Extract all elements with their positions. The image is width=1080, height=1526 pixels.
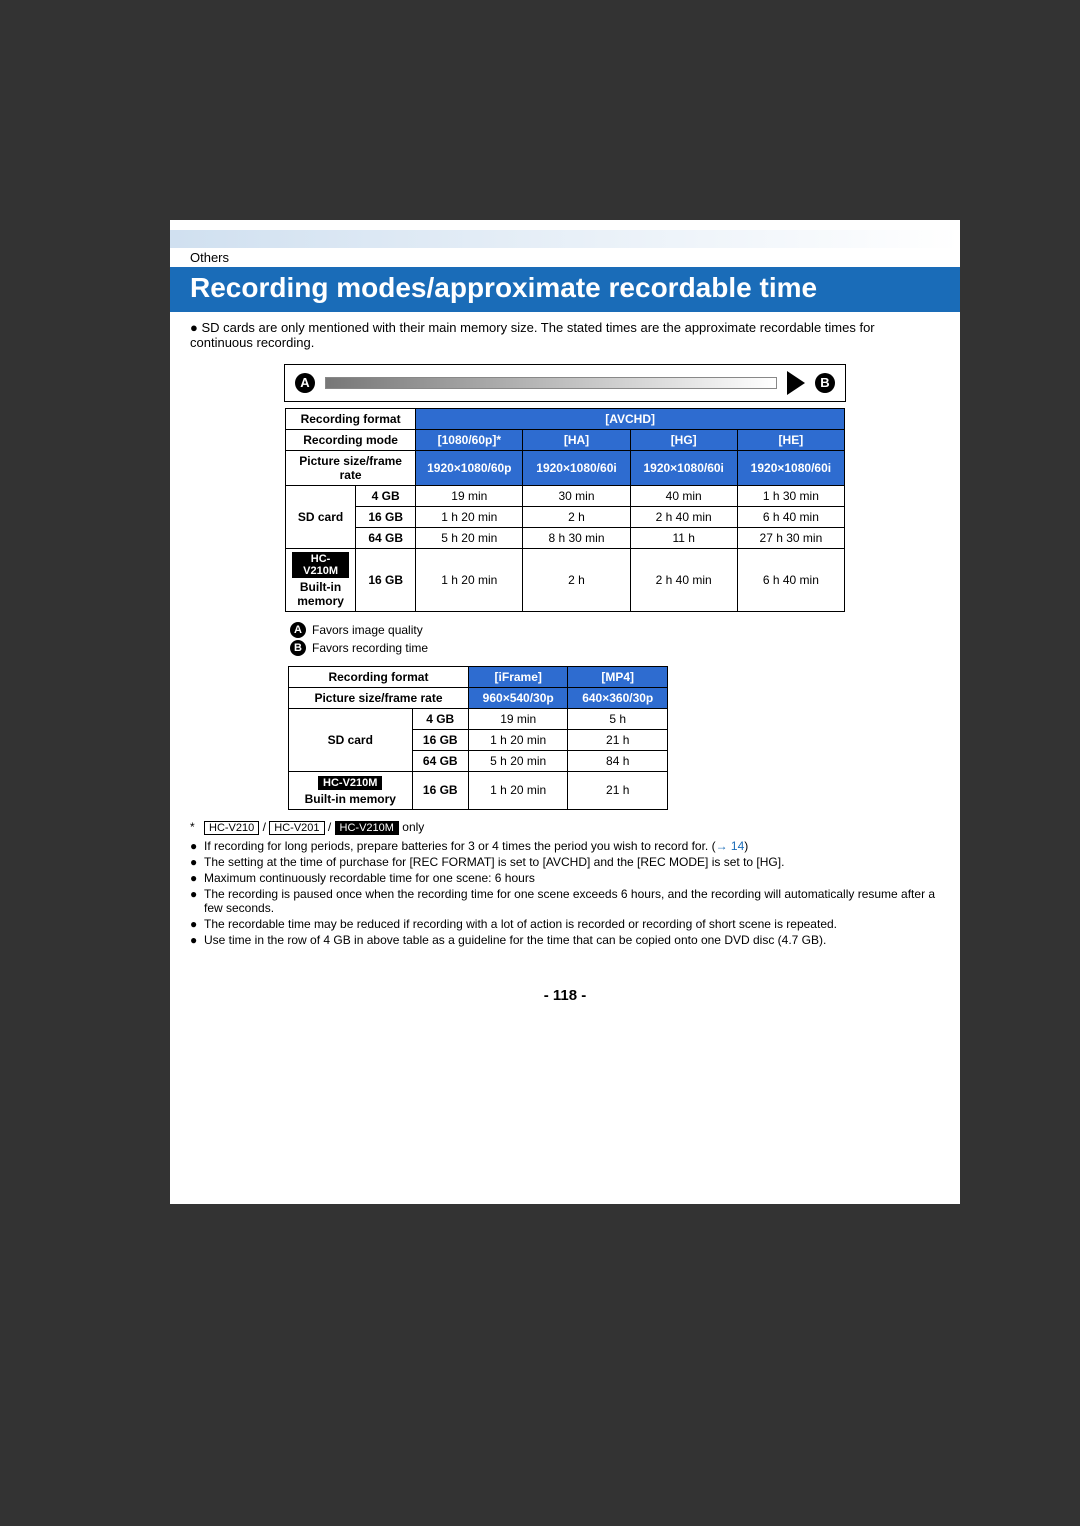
asterisk-line: * HC-V210 / HC-V201 / HC-V210M only <box>190 820 940 837</box>
t1-pic-3: 1920×1080/60i <box>737 450 844 485</box>
legend-a-icon: A <box>290 622 306 638</box>
page-title: Recording modes/approximate recordable t… <box>170 267 960 312</box>
t2-format-label: Recording format <box>289 666 469 687</box>
t1-sd-label: SD card <box>286 485 356 548</box>
t1-sd1-2: 2 h 40 min <box>630 506 737 527</box>
t1-sd0-1: 30 min <box>523 485 630 506</box>
t1-builtin-label: HC-V210M Built-in memory <box>286 548 356 611</box>
t2-builtin-cap: 16 GB <box>412 771 468 809</box>
t1-bi-3: 6 h 40 min <box>737 548 844 611</box>
t2-pic-label: Picture size/frame rate <box>289 687 469 708</box>
t1-bi-2: 2 h 40 min <box>630 548 737 611</box>
t1-sd2-3: 27 h 30 min <box>737 527 844 548</box>
t2-sd1-1: 21 h <box>568 729 668 750</box>
t2-pic-1: 640×360/30p <box>568 687 668 708</box>
t1-mode-1: [HA] <box>523 429 630 450</box>
intro-bullet: SD cards are only mentioned with their m… <box>190 320 875 350</box>
t1-mode-2: [HG] <box>630 429 737 450</box>
t2-builtin-label: HC-V210M Built-in memory <box>289 771 413 809</box>
t1-sd0-2: 40 min <box>630 485 737 506</box>
note-4: ●The recordable time may be reduced if r… <box>190 917 940 931</box>
t2-sd1-0: 1 h 20 min <box>468 729 568 750</box>
gradient-bar <box>325 377 777 389</box>
document-page: Others Recording modes/approximate recor… <box>170 220 960 1204</box>
page-wrapper: Others Recording modes/approximate recor… <box>0 0 1080 1526</box>
t2-sd2-0: 5 h 20 min <box>468 750 568 771</box>
page-number: - 118 - <box>170 987 960 1004</box>
model-v210: HC-V210 <box>204 821 259 835</box>
t1-sd2-cap: 64 GB <box>356 527 416 548</box>
t1-sd0-0: 19 min <box>416 485 523 506</box>
t1-sd2-0: 5 h 20 min <box>416 527 523 548</box>
t1-pic-0: 1920×1080/60p <box>416 450 523 485</box>
intro-text: SD cards are only mentioned with their m… <box>170 312 960 354</box>
model-v210m: HC-V210M <box>335 821 399 835</box>
legend: A Favors image quality B Favors recording … <box>170 618 960 666</box>
t1-mode-0: [1080/60p]* <box>416 429 523 450</box>
t1-builtin-cap: 16 GB <box>356 548 416 611</box>
ref-link-14[interactable]: → 14 <box>716 839 745 853</box>
t1-format-label: Recording format <box>286 408 416 429</box>
arrow-icon <box>787 371 805 395</box>
t1-sd1-0: 1 h 20 min <box>416 506 523 527</box>
t1-format-value: [AVCHD] <box>416 408 845 429</box>
marker-b: B <box>815 373 835 393</box>
t2-sd0-1: 5 h <box>568 708 668 729</box>
note-1: ●The setting at the time of purchase for… <box>190 855 940 869</box>
t2-pic-0: 960×540/30p <box>468 687 568 708</box>
t1-bi-0: 1 h 20 min <box>416 548 523 611</box>
t1-pic-label: Picture size/frame rate <box>286 450 416 485</box>
t1-builtin-text: Built-in memory <box>297 580 344 608</box>
iframe-mp4-table: Recording format [iFrame] [MP4] Picture … <box>288 666 668 810</box>
t1-sd1-3: 6 h 40 min <box>737 506 844 527</box>
quality-bar: A B <box>284 364 846 402</box>
legend-b-icon: B <box>290 640 306 656</box>
t1-mode-3: [HE] <box>737 429 844 450</box>
t1-mode-label: Recording mode <box>286 429 416 450</box>
t2-bi-0: 1 h 20 min <box>468 771 568 809</box>
model-badge-v210m: HC-V210M <box>292 552 349 578</box>
t2-sd-label: SD card <box>289 708 413 771</box>
t2-sd0-cap: 4 GB <box>412 708 468 729</box>
note-2: ●Maximum continuously recordable time fo… <box>190 871 940 885</box>
t2-sd2-cap: 64 GB <box>412 750 468 771</box>
model-badge-v210m-2: HC-V210M <box>318 776 382 790</box>
t1-sd1-1: 2 h <box>523 506 630 527</box>
t2-sd2-1: 84 h <box>568 750 668 771</box>
marker-a: A <box>295 373 315 393</box>
t1-bi-1: 2 h <box>523 548 630 611</box>
note-3: ●The recording is paused once when the r… <box>190 887 940 915</box>
t2-fmt-1: [MP4] <box>568 666 668 687</box>
section-label: Others <box>170 248 960 267</box>
t2-bi-1: 21 h <box>568 771 668 809</box>
t1-sd0-cap: 4 GB <box>356 485 416 506</box>
model-v201: HC-V201 <box>269 821 324 835</box>
note-5: ●Use time in the row of 4 GB in above ta… <box>190 933 940 947</box>
t1-sd2-1: 8 h 30 min <box>523 527 630 548</box>
t1-sd0-3: 1 h 30 min <box>737 485 844 506</box>
t1-pic-2: 1920×1080/60i <box>630 450 737 485</box>
t1-sd1-cap: 16 GB <box>356 506 416 527</box>
asterisk-suffix: only <box>402 820 424 834</box>
legend-a-text: Favors image quality <box>312 623 423 637</box>
note-0: ●If recording for long periods, prepare … <box>190 839 940 853</box>
header-stripe <box>170 230 960 248</box>
avchd-table: Recording format [AVCHD] Recording mode … <box>285 408 845 612</box>
t1-sd2-2: 11 h <box>630 527 737 548</box>
t1-pic-1: 1920×1080/60i <box>523 450 630 485</box>
legend-b-text: Favors recording time <box>312 641 428 655</box>
t2-sd0-0: 19 min <box>468 708 568 729</box>
t2-sd1-cap: 16 GB <box>412 729 468 750</box>
footnotes: * HC-V210 / HC-V201 / HC-V210M only ●If … <box>170 816 960 947</box>
t2-fmt-0: [iFrame] <box>468 666 568 687</box>
t2-builtin-text: Built-in memory <box>305 792 396 806</box>
